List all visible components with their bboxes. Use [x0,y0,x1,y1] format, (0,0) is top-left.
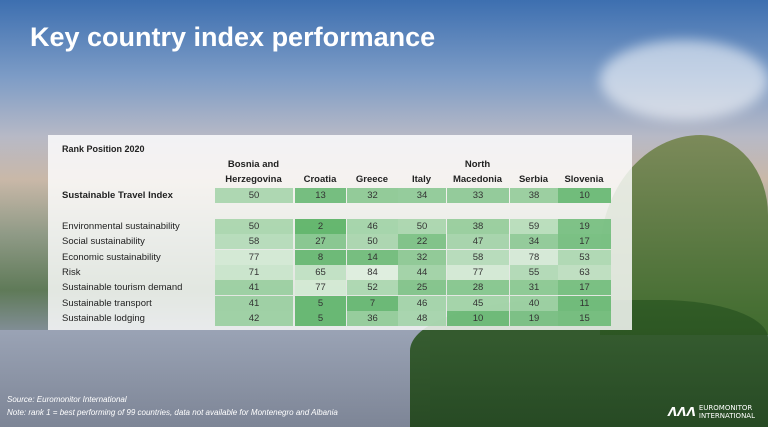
column-header: Italy [411,174,431,185]
rank-cell: 34 [398,188,446,203]
row-label: Sustainable transport [62,297,152,309]
rank-cell: 7 [347,295,398,311]
row-label: Sustainable lodging [62,312,145,324]
rank-cell: 63 [558,264,611,280]
rank-cell: 50 [398,219,446,234]
rank-cell: 44 [398,264,446,280]
row-label: Social sustainability [62,236,145,248]
logo-line1: EUROMONITOR [698,404,753,412]
rank-cell: 42 [215,310,293,326]
rank-cell: 17 [558,280,611,296]
column-header: Serbia [518,174,549,185]
table-row: Sustainable lodging 42 5 36 48 10 19 15 [48,310,632,326]
rank-cell: 77 [215,249,293,265]
rank-cell: 10 [558,188,611,203]
table-row: Risk 71 65 84 44 77 55 63 [48,264,632,280]
rank-cell: 33 [447,188,509,203]
rank-cell: 46 [398,295,446,311]
rank-cell: 48 [398,310,446,326]
rank-cell: 11 [558,295,611,311]
rank-cell: 40 [510,295,558,311]
rank-cell: 28 [447,280,509,296]
water-bg [0,330,430,427]
row-label: Risk [62,266,81,278]
table-row: Sustainable Travel Index 50 13 32 34 33 38 10 [48,188,632,203]
rank-cell: 38 [447,219,509,234]
rank-cell: 19 [558,219,611,234]
rank-cell: 58 [215,234,293,250]
source-text: Source: Euromonitor International [7,395,127,404]
rank-cell: 58 [447,249,509,265]
rank-cell: 53 [558,249,611,265]
rank-cell: 41 [215,280,293,296]
rank-cell: 2 [295,219,346,234]
rank-cell: 34 [510,234,558,250]
column-header: Slovenia [564,174,604,185]
note-text: Note: rank 1 = best performing of 99 cou… [7,408,338,417]
table-row: Sustainable tourism demand 41 77 52 25 28 31 17 [48,280,632,296]
rank-cell: 5 [295,295,346,311]
rank-cell: 22 [398,234,446,250]
rank-cell: 10 [447,310,509,326]
logo-line2: INTERNATIONAL [698,412,755,420]
column-header: North Macedonia [452,159,503,185]
table-row: Social sustainability 58 27 50 22 47 34 17 [48,234,632,250]
rank-cell: 52 [347,280,398,296]
row-label: Sustainable Travel Index [62,190,173,201]
table-row: Economic sustainability 77 8 14 32 58 78 53 [48,249,632,265]
rank-cell: 84 [347,264,398,280]
rank-cell: 32 [347,188,398,203]
rank-cell: 45 [447,295,509,311]
rank-cell: 25 [398,280,446,296]
rank-cell: 14 [347,249,398,265]
rank-cell: 50 [347,234,398,250]
rank-cell: 36 [347,310,398,326]
row-label: Environmental sustainability [62,221,180,232]
rank-cell: 47 [447,234,509,250]
rank-cell: 19 [510,310,558,326]
rank-cell: 15 [558,310,611,326]
rank-cell: 41 [215,295,293,311]
rank-cell: 5 [295,310,346,326]
row-label: Sustainable tourism demand [62,282,183,294]
column-header: Bosnia and Herzegovina [225,159,282,185]
rank-cell: 78 [510,249,558,265]
rank-cell: 27 [295,234,346,250]
rank-cell: 77 [447,264,509,280]
rank-cell: 59 [510,219,558,234]
table-caption: Rank Position 2020 [62,144,145,154]
rank-cell: 32 [398,249,446,265]
rank-cell: 50 [215,188,293,203]
rank-cell: 50 [215,219,293,234]
rank-cell: 13 [295,188,346,203]
rank-cell: 77 [295,280,346,296]
rank-cell: 17 [558,234,611,250]
rank-cell: 71 [215,264,293,280]
table-row: Environmental sustainability 50 2 46 50 38 59 1… [48,219,632,234]
euromonitor-logo: ΛΛΛ EUROMONITOR INTERNATIONAL [668,404,755,420]
rank-cell: 8 [295,249,346,265]
row-label: Economic sustainability [62,251,161,263]
table-row: Sustainable transport 41 5 7 46 45 40 11 [48,295,632,311]
rank-cell: 65 [295,264,346,280]
rank-cell: 38 [510,188,558,203]
column-header: Greece [355,174,389,185]
logo-mark-icon: ΛΛΛ [668,405,696,419]
rank-cell: 55 [510,264,558,280]
rank-cell: 46 [347,219,398,234]
rank-cell: 31 [510,280,558,296]
column-header: Croatia [303,174,337,185]
slide-title: Key country index performance [30,22,436,52]
rank-table: Rank Position 2020 Bosnia and Herzegovina… [48,135,632,330]
cloud-bg [600,40,768,120]
